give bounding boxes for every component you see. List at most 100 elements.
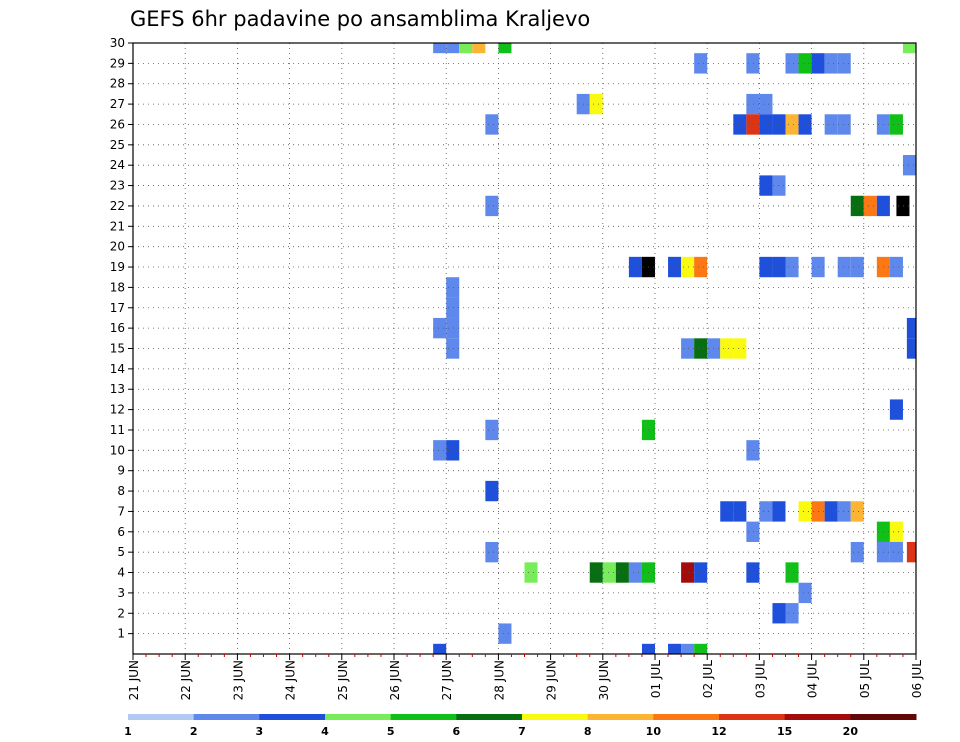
heatmap-cell [446, 440, 460, 461]
heatmap-cell [746, 53, 760, 74]
x-tick-label: 28 JUN [492, 660, 506, 700]
x-tick-label: 01 JUL [649, 660, 663, 698]
legend-label: 3 [256, 725, 264, 738]
y-axis: 1234567891011121314151617181920212223242… [110, 36, 133, 641]
legend-swatch [325, 714, 392, 720]
heatmap-cell [824, 53, 838, 74]
x-tick-label: 06 JUL [910, 660, 924, 698]
heatmap-cell [459, 43, 473, 54]
heatmap-cell [785, 114, 799, 135]
y-tick-label: 24 [110, 158, 125, 172]
y-tick-label: 12 [110, 403, 125, 417]
heatmap-cell [446, 297, 460, 318]
y-tick-label: 11 [110, 423, 125, 437]
heatmap-cell [863, 195, 877, 217]
y-tick-label: 8 [117, 484, 125, 498]
heatmap-cell [589, 93, 603, 115]
legend-label: 10 [646, 725, 662, 738]
heatmap-cell [837, 501, 851, 522]
chart-title: GEFS 6hr padavine po ansamblima Kraljevo [130, 7, 590, 31]
legend-label: 8 [584, 725, 592, 738]
y-tick-label: 23 [110, 179, 125, 193]
heatmap-cell [906, 541, 916, 563]
x-tick-label: 24 JUN [284, 660, 298, 700]
y-tick-label: 6 [117, 525, 125, 539]
y-tick-label: 10 [110, 443, 125, 457]
heatmap-cell [628, 256, 642, 278]
heatmap-cell [694, 338, 708, 359]
y-tick-label: 30 [110, 36, 125, 50]
heatmap-cell [433, 43, 447, 54]
heatmap-cell [759, 175, 773, 196]
heatmap-cell [850, 195, 864, 217]
legend-swatch [522, 714, 589, 720]
heatmap-cell [733, 338, 747, 359]
heatmap-cell [485, 480, 499, 502]
y-tick-label: 3 [117, 586, 125, 600]
heatmap-cell [446, 277, 460, 298]
heatmap-cell [498, 43, 512, 54]
heatmap-cell [602, 562, 616, 583]
y-tick-label: 5 [117, 545, 125, 559]
heatmap-cell [798, 501, 812, 522]
heatmap-cell [472, 43, 486, 54]
heatmap-cell [746, 114, 760, 135]
x-tick-label: 27 JUN [440, 660, 454, 700]
y-tick-label: 2 [117, 606, 125, 620]
legend-label: 20 [843, 725, 859, 738]
legend-swatch [193, 714, 260, 720]
y-tick-label: 15 [110, 342, 125, 356]
heatmap-cell [902, 155, 916, 176]
color-legend: 1 2 3 4 5 6 7 8 10 12 15 20 [124, 714, 917, 738]
heatmap-cell [889, 399, 903, 420]
legend-swatch [784, 714, 851, 720]
heatmap-cell [641, 643, 655, 654]
heatmap-cell [694, 256, 708, 278]
legend-swatch [128, 714, 195, 720]
heatmap-cell [850, 256, 864, 278]
heatmap-cell [681, 562, 695, 583]
legend-label: 12 [711, 725, 726, 738]
heatmap-cell [906, 338, 916, 359]
x-tick-label: 23 JUN [231, 660, 245, 700]
x-tick-label: 29 JUN [545, 660, 559, 700]
legend-swatch [719, 714, 786, 720]
heatmap-cell [746, 562, 760, 583]
heatmap-cell [896, 195, 910, 217]
y-tick-label: 20 [110, 240, 125, 254]
heatmap-cell [694, 643, 708, 654]
heatmap-cell [889, 521, 903, 542]
heatmap-cell [837, 256, 851, 278]
heatmap-cell [485, 195, 499, 217]
y-tick-label: 29 [110, 56, 125, 70]
legend-swatch [259, 714, 326, 720]
heatmap-cell [668, 643, 682, 654]
y-tick-label: 17 [110, 301, 125, 315]
y-tick-label: 13 [110, 382, 125, 396]
heatmap-cell [798, 53, 812, 74]
y-tick-label: 1 [117, 627, 125, 641]
heatmap-cell [694, 53, 708, 74]
legend-swatch [456, 714, 523, 720]
x-tick-label: 03 JUL [753, 660, 767, 698]
heatmap-cell [824, 114, 838, 135]
x-tick-label: 22 JUN [179, 660, 193, 700]
heatmap-cell [785, 562, 799, 583]
legend-label: 5 [387, 725, 395, 738]
y-tick-label: 19 [110, 260, 125, 274]
heatmap-cell [720, 501, 734, 522]
heatmap-cell [485, 541, 499, 563]
x-tick-label: 04 JUL [806, 660, 820, 698]
heatmap-cell [850, 501, 864, 522]
heatmap-cell [889, 256, 903, 278]
heatmap-cell [681, 338, 695, 359]
heatmap-cell [446, 338, 460, 359]
heatmap-cell [785, 53, 799, 74]
heatmap-cell [628, 562, 642, 583]
heatmap-cell [615, 562, 629, 583]
heatmap-cell [889, 114, 903, 135]
heatmap-cell [446, 317, 460, 339]
x-axis: 21 JUN 22 JUN 23 JUN 24 JUN 25 JUN 26 JUN 27 J… [127, 654, 924, 700]
x-tick-label: 30 JUN [597, 660, 611, 700]
